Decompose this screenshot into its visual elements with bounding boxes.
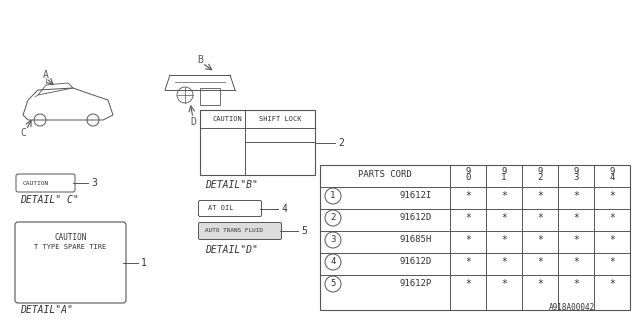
Text: *: * — [465, 191, 471, 201]
Text: 9: 9 — [465, 166, 470, 175]
Bar — [320, 165, 630, 310]
Text: 91612D: 91612D — [400, 213, 432, 222]
Text: 91612I: 91612I — [400, 191, 432, 201]
Text: 1: 1 — [501, 172, 507, 181]
Text: *: * — [573, 257, 579, 267]
Text: *: * — [573, 191, 579, 201]
Text: PARTS CORD: PARTS CORD — [358, 170, 412, 179]
Text: 9: 9 — [609, 166, 614, 175]
Text: B: B — [197, 55, 203, 65]
Text: 4: 4 — [609, 172, 614, 181]
Text: *: * — [501, 191, 507, 201]
Text: *: * — [573, 279, 579, 289]
Text: *: * — [537, 191, 543, 201]
Text: 1: 1 — [141, 258, 147, 268]
Text: *: * — [537, 213, 543, 223]
Text: *: * — [609, 213, 615, 223]
Text: *: * — [501, 235, 507, 245]
Text: SHIFT LOCK: SHIFT LOCK — [259, 116, 301, 122]
Text: CAUTION: CAUTION — [54, 233, 86, 242]
Text: T TYPE SPARE TIRE: T TYPE SPARE TIRE — [35, 244, 107, 250]
Text: 3: 3 — [91, 178, 97, 188]
Text: *: * — [537, 279, 543, 289]
Text: *: * — [465, 235, 471, 245]
Text: 4: 4 — [330, 258, 336, 267]
Text: *: * — [609, 279, 615, 289]
Text: *: * — [609, 191, 615, 201]
Text: 3: 3 — [573, 172, 579, 181]
Text: *: * — [501, 213, 507, 223]
Text: 2: 2 — [338, 138, 344, 148]
Text: A918A00042: A918A00042 — [548, 303, 595, 312]
Text: AT OIL: AT OIL — [208, 205, 234, 212]
Text: *: * — [465, 257, 471, 267]
Text: *: * — [573, 213, 579, 223]
Text: AUTO TRANS FLUID: AUTO TRANS FLUID — [205, 228, 263, 234]
Text: CAUTION: CAUTION — [23, 180, 49, 186]
Text: *: * — [501, 279, 507, 289]
Text: A: A — [43, 70, 49, 80]
Text: 91612P: 91612P — [400, 279, 432, 289]
Text: 5: 5 — [330, 279, 336, 289]
Text: 1: 1 — [330, 191, 336, 201]
FancyBboxPatch shape — [198, 222, 282, 239]
Text: *: * — [465, 213, 471, 223]
Text: 5: 5 — [301, 226, 307, 236]
Text: CAUTION: CAUTION — [212, 116, 243, 122]
Text: *: * — [609, 257, 615, 267]
Text: *: * — [465, 279, 471, 289]
Text: DETAIL"D": DETAIL"D" — [205, 245, 258, 255]
Text: DETAIL"B": DETAIL"B" — [205, 180, 258, 190]
Text: *: * — [609, 235, 615, 245]
Text: 9: 9 — [501, 166, 507, 175]
Text: C: C — [20, 128, 26, 138]
Text: *: * — [573, 235, 579, 245]
Text: D: D — [190, 117, 196, 127]
Text: 4: 4 — [281, 204, 287, 213]
Text: 91685H: 91685H — [400, 236, 432, 244]
Text: *: * — [537, 257, 543, 267]
Text: *: * — [501, 257, 507, 267]
Text: 2: 2 — [538, 172, 543, 181]
Text: 9: 9 — [573, 166, 579, 175]
Bar — [200, 110, 315, 175]
Text: 3: 3 — [330, 236, 336, 244]
Text: DETAIL" C": DETAIL" C" — [20, 195, 79, 205]
Text: DETAIL"A": DETAIL"A" — [20, 305, 73, 315]
Text: 91612D: 91612D — [400, 258, 432, 267]
Text: 9: 9 — [538, 166, 543, 175]
Text: 0: 0 — [465, 172, 470, 181]
Text: *: * — [537, 235, 543, 245]
Text: 2: 2 — [330, 213, 336, 222]
